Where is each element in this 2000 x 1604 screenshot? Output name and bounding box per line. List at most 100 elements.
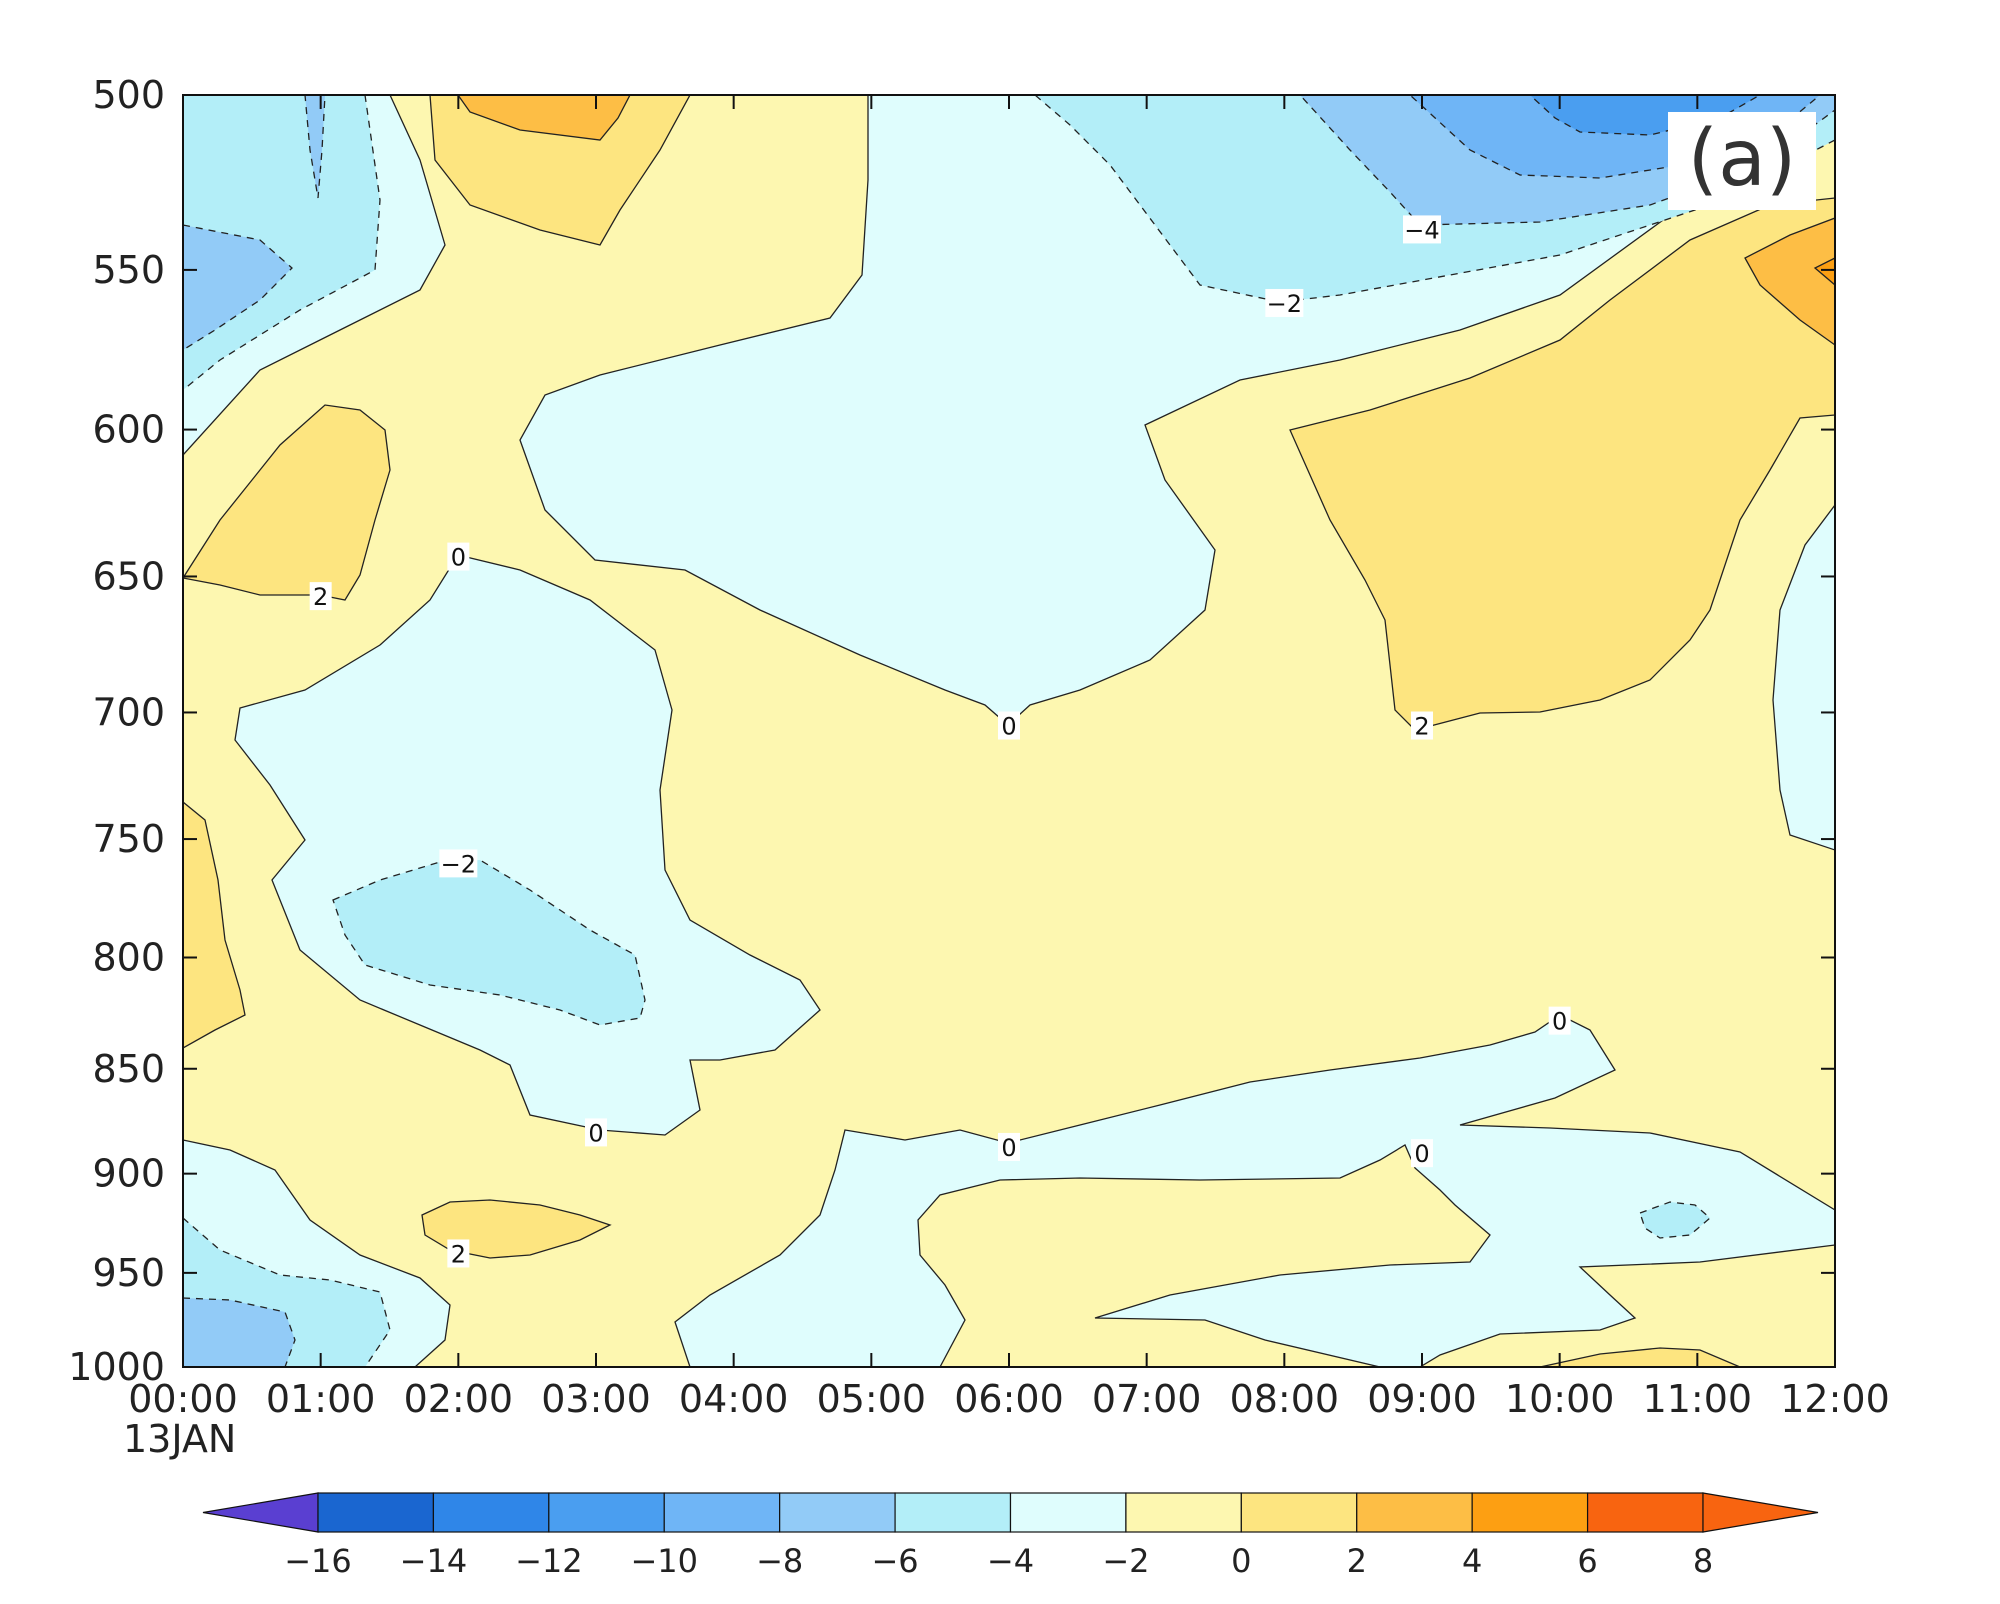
band-neg10-to-neg8: [1529, 95, 1762, 136]
band-4-to-6: [1744, 217, 1835, 346]
y-tick-label: 600: [92, 408, 165, 452]
contour-label: 0: [1414, 1140, 1429, 1168]
band-2-to-4: [1289, 197, 1835, 731]
contour-label: −2: [441, 850, 476, 878]
x-tick-label: 04:00: [679, 1377, 789, 1421]
contour-label-bg: [998, 711, 1020, 740]
colorbar-swatch: [894, 1492, 1012, 1533]
panel-label-box: [1668, 112, 1816, 210]
contour-label-bg: [998, 1132, 1020, 1161]
x-tick-label: 05:00: [817, 1377, 927, 1421]
contour-label: 0: [1001, 1134, 1016, 1162]
contour-labels: −4 −2 0 2 0 2 −2 0 0 0 0 2: [309, 215, 1571, 1268]
band-6-to-8: [1813, 257, 1835, 286]
colorbar-swatch: [779, 1492, 896, 1533]
x-tick-label: 09:00: [1367, 1377, 1477, 1421]
band-2-to-4: [183, 801, 246, 1049]
colorbar-tick-label: 0: [1231, 1542, 1251, 1580]
band-neg6-to-neg4: [183, 1297, 296, 1367]
colorbar-tick-label: 4: [1462, 1542, 1482, 1580]
colorbar-tick-label: −2: [1102, 1542, 1149, 1580]
y-tick-label: 950: [92, 1251, 165, 1295]
y-tick-label: 800: [92, 936, 165, 980]
x-tick-label: 10:00: [1505, 1377, 1615, 1421]
colorbar-swatch: [1240, 1492, 1358, 1533]
contour-label-bg: [447, 542, 470, 571]
y-tick-label: 650: [92, 554, 165, 598]
colorbar-tick-label: −10: [630, 1542, 698, 1580]
contour-label: 0: [451, 544, 466, 572]
axis-ticks: 00:00 01:00 02:00 03:00 04:00 05:00 06:00 07:00…: [68, 73, 1889, 1461]
y-tick-label: 850: [92, 1047, 165, 1091]
contour-label-bg: [1411, 711, 1433, 740]
band-neg2-to-0: [1772, 503, 1835, 851]
colorbar-swatch: [1125, 1492, 1242, 1533]
contour-label-bg: [309, 582, 332, 611]
band-2-to-4: [183, 404, 391, 601]
x-tick-label: 12:00: [1780, 1377, 1890, 1421]
y-tick-label: 700: [92, 690, 165, 734]
contour-label: 0: [588, 1119, 603, 1147]
colorbar-swatch: [1586, 1492, 1704, 1533]
band-4-to-6: [457, 95, 631, 141]
band-2-to-4: [1539, 1347, 1741, 1367]
colorbar-tick-label: −4: [987, 1542, 1034, 1580]
colorbar-extend-low: [202, 1492, 319, 1533]
colorbar-tick-label: 2: [1347, 1542, 1367, 1580]
x-tick-label: 02:00: [404, 1377, 514, 1421]
band-neg2-to-0: [234, 554, 821, 1136]
contour-fill: [183, 95, 1835, 1367]
contour-label: −4: [1404, 216, 1439, 244]
panel-label: (a): [1688, 114, 1797, 204]
y-tick-label: 550: [92, 248, 165, 292]
colorbar-extend-high: [1702, 1492, 1819, 1533]
x-tick-label: 11:00: [1643, 1377, 1753, 1421]
x-tick-label: 06:00: [954, 1377, 1064, 1421]
contour-label: 2: [313, 583, 328, 611]
contour-label: 0: [1001, 713, 1016, 741]
x-tick-label: 01:00: [266, 1377, 376, 1421]
contour-label-bg: [1265, 288, 1304, 317]
colorbar-swatch: [1471, 1492, 1589, 1533]
contour-label-bg: [1411, 1139, 1433, 1168]
colorbar-swatch: [548, 1492, 665, 1533]
band-neg2-to-0: [674, 1014, 1835, 1367]
band-neg4-to-neg2: [1639, 1201, 1711, 1239]
x-tick-label: 08:00: [1230, 1377, 1340, 1421]
contour-label: −2: [1267, 290, 1302, 318]
y-tick-label: 900: [92, 1152, 165, 1196]
colorbar-swatch: [663, 1492, 781, 1533]
x-tick-label: 03:00: [541, 1377, 651, 1421]
colorbar-tick-label: −8: [756, 1542, 803, 1580]
x-tick-label: 07:00: [1092, 1377, 1202, 1421]
colorbar-tick-label: −12: [515, 1542, 583, 1580]
colorbar: −16 −14 −12 −10 −8 −6 −4 −2 0 2 4 6 8: [202, 1492, 1819, 1580]
colorbar-swatch: [1009, 1492, 1127, 1533]
contour-label: 2: [451, 1240, 466, 1268]
colorbar-tick-label: −6: [871, 1542, 918, 1580]
contour-label-bg: [585, 1118, 607, 1147]
colorbar-tick-label: −16: [284, 1542, 352, 1580]
colorbar-tick-label: −14: [400, 1542, 468, 1580]
colorbar-swatch: [1356, 1492, 1473, 1533]
colorbar-swatch: [317, 1492, 435, 1533]
y-tick-label: 750: [92, 817, 165, 861]
band-neg6-to-neg4: [304, 95, 326, 199]
y-tick-label: 1000: [68, 1345, 165, 1389]
x-tick-label: 00:00: [128, 1377, 238, 1421]
x-date-label: 13JAN: [123, 1417, 236, 1461]
band-neg6-to-neg4: [183, 224, 293, 351]
contour-label-bg: [1548, 1006, 1571, 1035]
contour-label: 2: [1414, 713, 1429, 741]
contour-label-bg: [447, 1239, 470, 1268]
colorbar-tick-label: 6: [1577, 1542, 1597, 1580]
contour-label-bg: [439, 849, 478, 878]
colorbar-tick-label: 8: [1693, 1542, 1713, 1580]
contour-label: 0: [1552, 1008, 1567, 1036]
contour-label-bg: [1403, 215, 1441, 244]
colorbar-swatch: [432, 1492, 550, 1533]
y-tick-label: 500: [92, 73, 165, 117]
band-2-to-4: [429, 95, 691, 246]
